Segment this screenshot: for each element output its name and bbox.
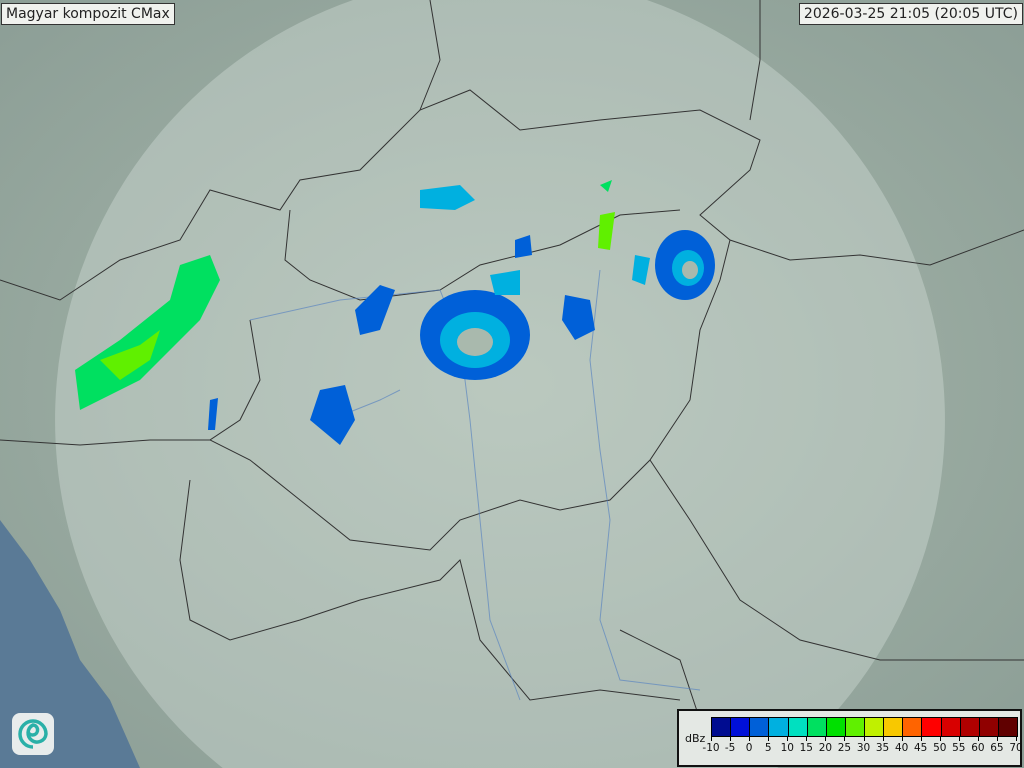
legend-swatch bbox=[884, 718, 904, 736]
legend-tick-label: 60 bbox=[971, 742, 985, 754]
legend-swatch bbox=[712, 718, 732, 736]
legend-tick bbox=[806, 736, 808, 741]
adriatic-sea bbox=[0, 520, 140, 768]
timestamp-label: 2026-03-25 21:05 (20:05 UTC) bbox=[798, 3, 1023, 25]
legend-tick-label: 65 bbox=[990, 742, 1004, 754]
legend-tick bbox=[749, 736, 751, 741]
legend-tick bbox=[901, 736, 903, 741]
legend-tick bbox=[768, 736, 770, 741]
legend-swatch bbox=[769, 718, 789, 736]
country-borders bbox=[0, 0, 1024, 721]
legend-tick-label: 5 bbox=[764, 742, 772, 754]
legend-tick bbox=[977, 736, 979, 741]
legend-swatch bbox=[788, 718, 808, 736]
legend-tick bbox=[711, 736, 712, 741]
legend-tick bbox=[882, 736, 884, 741]
legend-tick bbox=[844, 736, 846, 741]
swirl-logo-icon bbox=[12, 713, 54, 755]
legend-ticks: -10 -5 0 5 10 15 20 25 30 35 40 45 50 55 60 65 70 bbox=[702, 736, 1023, 761]
legend-swatch bbox=[845, 718, 865, 736]
legend-swatch bbox=[903, 718, 923, 736]
legend-tick-label: 25 bbox=[837, 742, 852, 754]
legend-swatch bbox=[826, 718, 846, 736]
map-title: Magyar kompozit CMax bbox=[1, 3, 175, 25]
legend-tick bbox=[958, 736, 960, 741]
legend-tick bbox=[730, 736, 732, 741]
legend-swatch bbox=[960, 718, 980, 736]
legend-tick-label: 45 bbox=[914, 742, 928, 754]
legend-swatch bbox=[979, 718, 999, 736]
legend-tick-label: 55 bbox=[952, 742, 966, 754]
legend-tick-label: 35 bbox=[875, 742, 890, 754]
radar-echoes bbox=[75, 180, 715, 445]
legend-tick-label: 30 bbox=[856, 742, 871, 754]
legend-tick-label: 50 bbox=[933, 742, 947, 754]
legend-tick-label: 40 bbox=[894, 742, 909, 754]
legend-swatch bbox=[731, 718, 751, 736]
legend-swatch bbox=[807, 718, 827, 736]
legend-tick-label: -5 bbox=[724, 742, 736, 754]
radar-coverage-area bbox=[55, 0, 945, 768]
legend-tick-label: 0 bbox=[745, 742, 753, 754]
legend-swatch bbox=[941, 718, 961, 736]
legend-tick-label: 70 bbox=[1009, 742, 1023, 754]
legend-tick bbox=[920, 736, 922, 741]
dbz-legend: dBz -10 -5 0 5 10 15 20 25 30 35 40 45 50 55 60 65 70 bbox=[677, 709, 1023, 767]
legend-tick bbox=[1016, 736, 1017, 741]
legend-swatch bbox=[750, 718, 770, 736]
legend-tick bbox=[825, 736, 827, 741]
legend-tick-label: 15 bbox=[799, 742, 813, 754]
legend-unit: dBz bbox=[685, 732, 706, 745]
legend-tick-label: 10 bbox=[780, 742, 794, 754]
legend-swatch bbox=[998, 718, 1017, 736]
legend-swatch bbox=[865, 718, 885, 736]
legend-tick bbox=[939, 736, 941, 741]
legend-tick-label: -10 bbox=[702, 742, 720, 754]
legend-tick bbox=[996, 736, 998, 741]
legend-color-bar bbox=[711, 717, 1018, 737]
legend-swatch bbox=[922, 718, 942, 736]
legend-tick bbox=[863, 736, 865, 741]
legend-tick-label: 20 bbox=[818, 742, 833, 754]
legend-tick bbox=[787, 736, 789, 741]
